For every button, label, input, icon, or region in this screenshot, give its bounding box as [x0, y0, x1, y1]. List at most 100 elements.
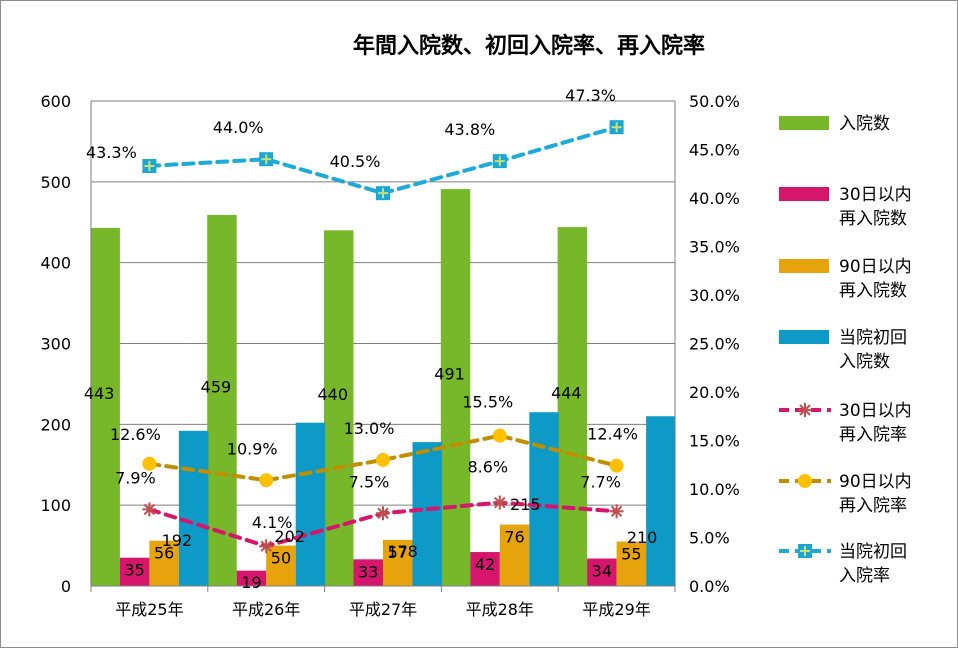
y-right-tick-label: 35.0% — [689, 238, 740, 257]
y-left-tick-label: 100 — [40, 496, 71, 515]
legend-label: 再入院数 — [839, 281, 907, 301]
bar — [90, 227, 120, 587]
line-data-label: 13.0% — [344, 419, 395, 438]
legend-label: 当院初回 — [839, 542, 907, 562]
bar — [324, 230, 354, 587]
line-data-label: 43.8% — [444, 120, 495, 139]
line-data-label: 44.0% — [213, 118, 264, 137]
line-point — [492, 154, 507, 169]
line-point — [376, 452, 390, 467]
legend-label: 再入院数 — [839, 209, 907, 229]
line-point — [376, 186, 390, 201]
bar-data-label: 33 — [358, 562, 378, 581]
y-right-tick-label: 20.0% — [689, 383, 740, 402]
data-labels: 443 459 440 491 444 35 19 33 42 34 56 50 57 76 55 192 20… — [84, 86, 657, 592]
bar-data-label: 210 — [627, 528, 658, 547]
line-point — [142, 502, 157, 517]
line-point — [798, 403, 812, 417]
x-tick-label: 平成25年 — [115, 600, 183, 619]
y-right-tick-label: 10.0% — [689, 480, 740, 499]
line-point — [492, 495, 507, 510]
bar-data-label: 50 — [271, 549, 291, 568]
bar — [207, 214, 237, 586]
bar — [119, 557, 150, 586]
y-right-tick-label: 5.0% — [689, 529, 730, 548]
bar-data-label: 57 — [388, 543, 408, 562]
y-left-tick-label: 0 — [61, 577, 71, 596]
y-left-tick-label: 200 — [40, 415, 71, 434]
x-tick-label: 平成26年 — [232, 600, 300, 619]
line-data-label: 43.3% — [86, 143, 137, 162]
y-right-tick-label: 0.0% — [689, 577, 730, 596]
legend-label: 90日以内 — [839, 257, 912, 277]
y-left-tick-label: 600 — [40, 92, 71, 111]
bar — [412, 442, 442, 586]
line-point-stroke — [610, 505, 623, 518]
line-point — [259, 539, 274, 554]
line-data-label: 10.9% — [227, 439, 278, 458]
legend-label: 30日以内 — [839, 401, 912, 421]
bar — [646, 416, 676, 586]
bar-layer — [90, 189, 676, 587]
bar — [149, 540, 179, 586]
line-data-label: 12.6% — [110, 425, 161, 444]
chart-title: 年間入院数、初回入院率、再入院率 — [353, 33, 705, 59]
bar — [557, 227, 588, 586]
bar-data-label: 19 — [241, 573, 261, 592]
x-tick-label: 平成27年 — [349, 600, 417, 619]
line-point — [798, 544, 812, 558]
bar-data-label: 459 — [201, 377, 232, 396]
bar — [470, 552, 500, 586]
y-right-tick-label: 45.0% — [689, 141, 740, 160]
line-point — [259, 152, 274, 167]
line-point — [609, 458, 624, 473]
line-data-label: 8.6% — [467, 458, 508, 477]
line-data-label: 7.7% — [580, 472, 621, 491]
line-point — [142, 158, 157, 173]
bar-data-label: 178 — [387, 542, 418, 561]
legend-label: 当院初回 — [839, 328, 907, 348]
y-left-tick-label: 300 — [40, 335, 71, 354]
bar-data-label: 56 — [154, 544, 174, 563]
line-point — [142, 456, 157, 471]
line-point — [609, 120, 624, 135]
bar-data-label: 35 — [124, 561, 144, 580]
bar — [587, 558, 617, 586]
bar — [499, 524, 530, 586]
bar-data-label: 34 — [592, 562, 612, 581]
bar-data-label: 443 — [84, 384, 115, 403]
bar — [529, 412, 559, 586]
line-data-label: 47.3% — [565, 86, 616, 105]
line-point-stroke — [260, 540, 272, 552]
bar-data-label: 192 — [162, 531, 193, 550]
axes: 0 100 200 300 400 500 600 0.0% 5.0% 10.0% 15.0% 20.… — [40, 92, 739, 619]
y-right-tick-label: 15.0% — [689, 432, 740, 451]
bar-data-label: 202 — [274, 527, 305, 546]
legend-label: 入院率 — [839, 566, 890, 586]
legend-label: 30日以内 — [839, 185, 912, 205]
line-data-label: 15.5% — [462, 393, 513, 412]
legend-item: 入院数 — [779, 114, 890, 134]
bar-data-label: 76 — [504, 528, 524, 547]
legend-label: 入院数 — [839, 114, 890, 134]
bar-data-label: 215 — [510, 495, 541, 514]
gridlines — [91, 100, 675, 506]
bar — [266, 545, 296, 586]
legend-swatch — [779, 116, 829, 130]
line-point — [492, 428, 507, 443]
line-data-label: 40.5% — [330, 152, 381, 171]
y-left-tick-label: 500 — [40, 173, 71, 192]
y-right-tick-label: 30.0% — [689, 286, 740, 305]
line-data-label: 7.5% — [349, 472, 390, 491]
bar — [353, 559, 383, 586]
line-data-label: 12.4% — [587, 425, 638, 444]
legend-swatch — [779, 259, 829, 273]
y-left-tick-label: 400 — [40, 254, 71, 273]
bar-data-label: 444 — [551, 384, 582, 403]
bar — [236, 570, 267, 586]
